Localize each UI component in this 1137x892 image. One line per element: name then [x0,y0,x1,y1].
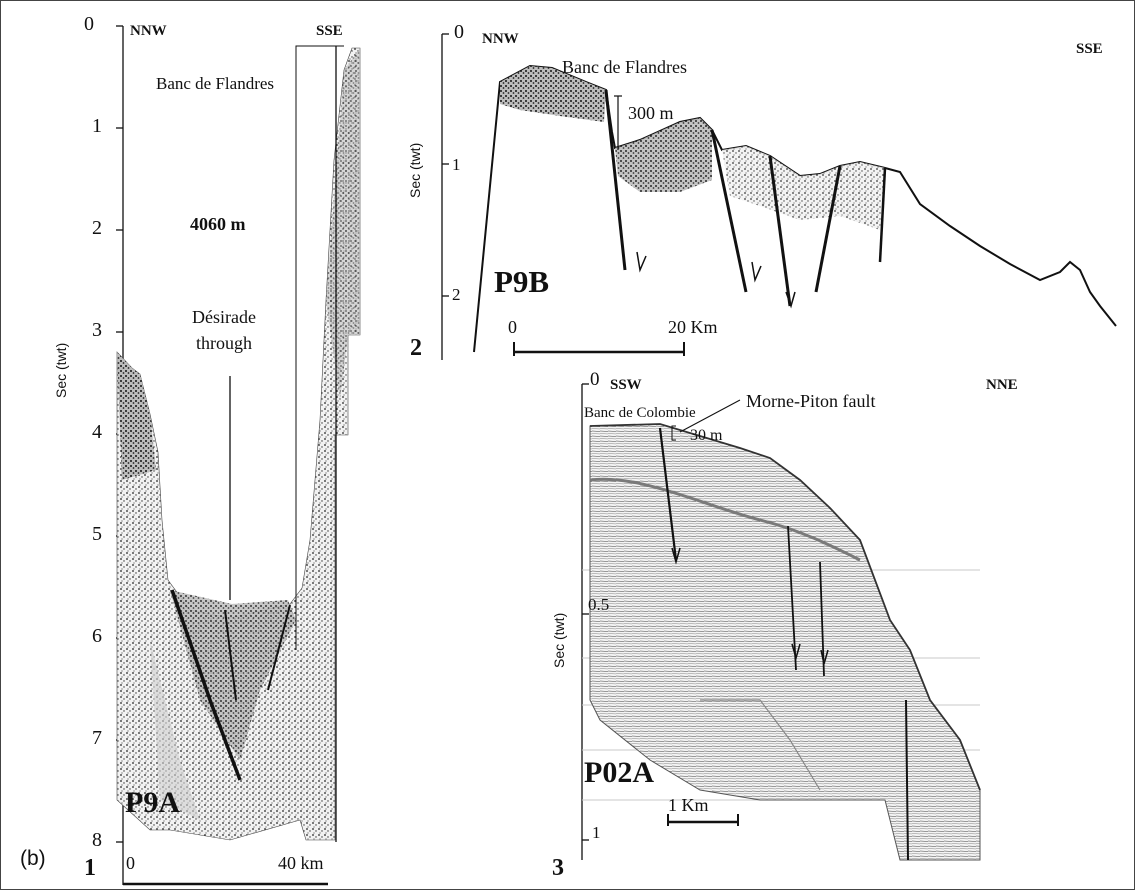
panel1-tick-3: 3 [92,319,102,341]
panel1-depth-label: 4060 m [190,214,246,234]
panel2-left-direction: NNW [482,31,519,47]
panel1-profile-id: P9A [125,786,180,819]
panel1-scale-end: 40 km [278,853,324,873]
panel1-trough-label-line2: through [196,333,252,353]
panel3-offset-label: 30 m [690,427,723,444]
panel3-tick-0: 0 [590,369,600,390]
panel1-tick-1: 1 [92,115,102,137]
panel3-y-ticks [582,383,589,841]
panel2-profile-id: P9B [494,264,550,299]
panel3-tick-1: 1 [592,823,601,842]
panel1-profile [116,25,361,886]
panel2-profile [441,33,1117,360]
panel1-left-direction: NNW [130,23,167,39]
panel2-right-direction: SSE [1076,41,1103,57]
panel1-feature-label: Banc de Flandres [156,74,275,93]
panel1-y-axis-label: Sec (twt) [53,342,69,398]
panel3-left-direction: SSW [610,377,642,393]
panel3-right-direction: NNE [986,377,1018,393]
panel3-bank-label: Banc de Colombie [584,405,696,421]
panel1-index: 1 [84,855,96,881]
panel2-tick-2: 2 [452,285,461,304]
panel2-scale-start: 0 [508,317,517,337]
panel1-scale-start: 0 [126,853,135,873]
panel3-scale-label: 1 Km [668,795,709,815]
panel1-right-direction: SSE [316,23,343,39]
panel3-profile-id: P02A [584,756,654,789]
panel2-feature-label: Banc de Flandres [562,57,687,77]
panel2-offset-label: 300 m [628,103,674,123]
panel2-scale-end: 20 Km [668,317,718,337]
panel1-tick-2: 2 [92,217,102,239]
panel3-index: 3 [552,855,564,881]
figure-label: (b) [20,847,46,870]
panel3-profile [581,383,981,861]
panel1-tick-0: 0 [84,13,94,35]
panel2-y-axis-label: Sec (twt) [407,142,423,198]
panel1-tick-8: 8 [92,829,102,851]
panel3-y-axis-label: Sec (twt) [551,612,567,668]
panel1-trough-label-line1: Désirade [192,307,256,327]
panel2-index: 2 [410,335,422,361]
panel2-tick-1: 1 [452,155,461,174]
panel1-tick-5: 5 [92,523,102,545]
panel1-tick-4: 4 [92,421,102,443]
panel3-fault-label: Morne-Piton fault [746,391,876,411]
panel1-tick-6: 6 [92,625,102,647]
panel1-tick-7: 7 [92,727,102,749]
panel2-tick-0: 0 [454,21,464,43]
panel2-y-ticks [442,33,449,297]
panel3-tick-0-5: 0.5 [588,595,610,614]
